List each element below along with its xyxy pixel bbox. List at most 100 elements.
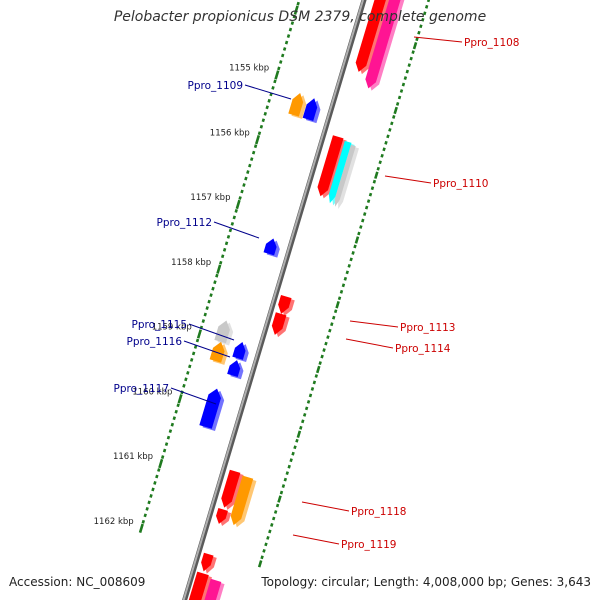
ruler-minor-tick [248, 163, 252, 168]
ruler-major-tick [254, 135, 261, 145]
ruler-minor-tick [259, 124, 264, 129]
outer-minor-tick [273, 510, 278, 514]
ruler-minor-tick [244, 176, 248, 181]
ruler-minor-tick [288, 27, 293, 32]
outer-major-tick [412, 41, 418, 50]
gene-ppro-1112-arrow [263, 238, 277, 256]
outer-minor-tick [314, 374, 319, 378]
ruler-minor-tick [164, 442, 169, 447]
ruler-major-tick [138, 523, 144, 533]
outer-minor-tick [333, 309, 338, 314]
outer-minor-tick [359, 225, 363, 229]
ruler-label: 1156 kbp [210, 128, 250, 138]
ruler-major-tick [216, 264, 222, 274]
ruler-label: 1159 kbp [152, 323, 192, 333]
gene-label: Ppro_1114 [395, 343, 451, 355]
outer-minor-tick [268, 529, 272, 534]
gene-ppro-1108-b-arrow [365, 0, 401, 89]
ruler-minor-tick [246, 170, 250, 174]
ruler-minor-tick [292, 14, 297, 19]
ruler-minor-tick [280, 53, 285, 58]
map-title: Pelobacter propionicus DSM 2379, complet… [113, 9, 487, 25]
outer-minor-tick [370, 186, 375, 191]
outer-minor-tick [318, 361, 322, 365]
outer-minor-tick [279, 490, 284, 495]
ruler-minor-tick [213, 280, 217, 285]
outer-minor-tick [262, 548, 266, 553]
outer-major-tick [277, 495, 282, 503]
genome-backbone-highlight [182, 0, 365, 600]
outer-major-tick [296, 430, 302, 439]
outer-minor-tick [293, 445, 297, 450]
outer-minor-tick [357, 231, 361, 236]
ruler-minor-tick [220, 254, 225, 259]
accession-text: Accession: NC_008609 [9, 575, 146, 589]
ruler-minor-tick [155, 474, 159, 479]
outer-minor-tick [415, 37, 419, 42]
gene-label: Ppro_1110 [433, 178, 488, 190]
ruler-label: 1160 kbp [132, 387, 172, 397]
ruler-minor-tick [271, 85, 275, 90]
outer-minor-tick [372, 179, 377, 184]
gene-label: Ppro_1115 [132, 319, 187, 331]
gene-ppro-1118-a-arrow [221, 469, 241, 508]
outer-minor-tick [411, 50, 415, 55]
gene-label: Ppro_1118 [351, 506, 406, 518]
outer-major-tick [257, 560, 263, 568]
gene-label-leader [292, 534, 340, 545]
outer-minor-tick [302, 412, 307, 417]
ruler-minor-tick [279, 60, 283, 64]
ruler-minor-tick [176, 403, 180, 408]
ruler-minor-tick [211, 286, 215, 291]
outer-minor-tick [395, 102, 400, 106]
gene-label-leader [183, 340, 231, 358]
ruler-minor-tick [228, 228, 233, 233]
ruler-minor-tick [195, 338, 200, 343]
ruler-minor-tick [209, 293, 213, 298]
outer-major-tick [393, 106, 398, 115]
gene-ppro-1108-a-arrow [355, 0, 386, 72]
outer-minor-tick [353, 244, 357, 249]
ruler-minor-tick [157, 468, 161, 472]
ruler-minor-tick [145, 506, 149, 511]
outer-minor-tick [399, 89, 404, 93]
ruler-minor-tick [253, 144, 258, 149]
outer-minor-tick [260, 555, 264, 560]
ruler-minor-tick [296, 1, 300, 6]
ruler-minor-tick [151, 487, 155, 492]
outer-minor-tick [390, 121, 394, 126]
outer-minor-tick [326, 335, 330, 340]
ruler-minor-tick [166, 435, 171, 440]
ruler-minor-tick [219, 260, 223, 265]
ruler-minor-tick [147, 500, 151, 505]
outer-major-tick [374, 171, 379, 179]
outer-minor-tick [324, 341, 328, 346]
gene-ppro-1110-c-shade [338, 146, 359, 210]
ruler-minor-tick [141, 519, 145, 524]
gene-ppro-1114-arrow [271, 312, 287, 335]
ruler-minor-tick [226, 234, 231, 239]
genome-summary-text: Topology: circular; Length: 4,008,000 bp… [261, 575, 591, 589]
outer-minor-tick [266, 536, 270, 540]
gene-ppro-1110-b-arrow [328, 140, 352, 204]
gene-ppro-1118-b-arrow [230, 475, 254, 526]
gene-ppro-1120-arrow [201, 552, 214, 572]
ruler-major-tick [274, 70, 280, 80]
gene-label: Ppro_1112 [157, 217, 212, 229]
outer-minor-tick [332, 315, 336, 320]
outer-minor-tick [289, 458, 293, 463]
gene-ppro-1121-b-arrow [204, 578, 222, 600]
ruler-minor-tick [186, 370, 190, 375]
outer-minor-tick [386, 134, 390, 139]
outer-minor-tick [275, 503, 280, 508]
outer-minor-tick [281, 484, 286, 488]
gene-label: Ppro_1113 [400, 322, 455, 334]
outer-minor-tick [301, 419, 305, 424]
ruler-major-tick [177, 394, 183, 404]
gene-label: Ppro_1116 [127, 336, 183, 348]
ruler-minor-tick [286, 34, 291, 38]
ruler-minor-tick [267, 98, 271, 103]
gene-ppro-1121-a-arrow [188, 571, 209, 600]
gene-label-leader [349, 320, 399, 328]
gene-label-leader [170, 387, 217, 405]
